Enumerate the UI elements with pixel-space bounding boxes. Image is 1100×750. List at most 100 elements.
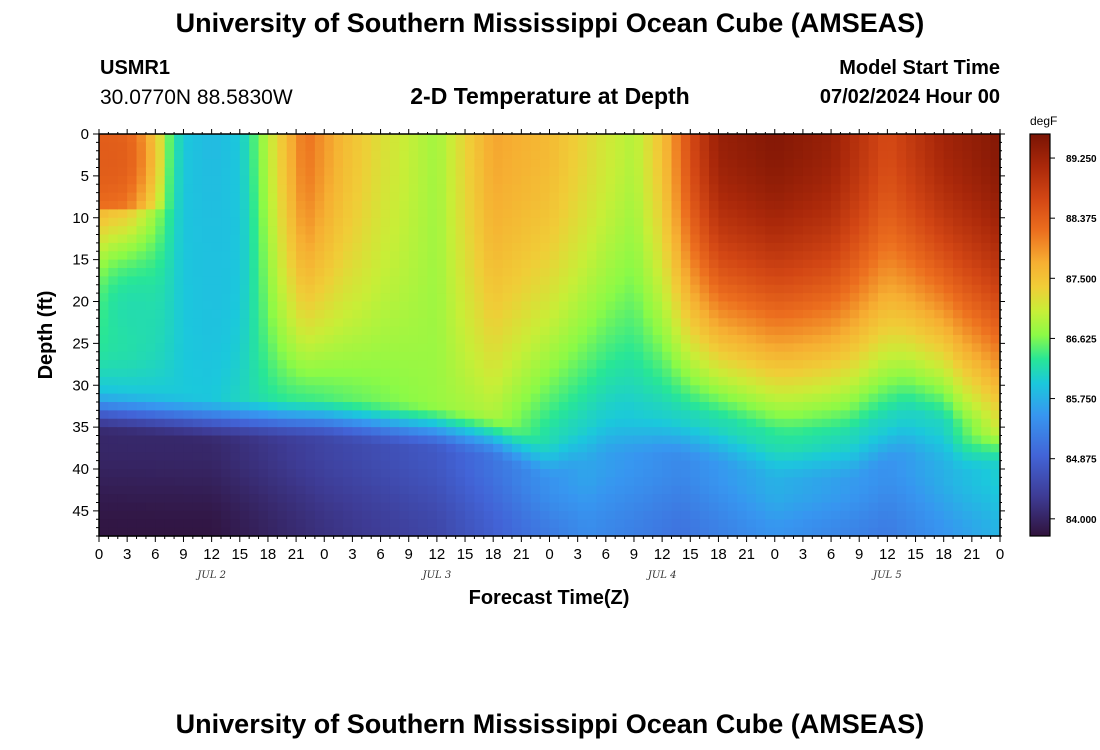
heatmap-cell [971, 226, 982, 236]
heatmap-cell [849, 343, 860, 353]
heatmap-cell [652, 293, 663, 303]
heatmap-cell [624, 234, 635, 244]
heatmap-cell [840, 134, 851, 143]
heatmap-cell [343, 175, 354, 185]
heatmap-cell [192, 142, 203, 152]
heatmap-cell [765, 460, 776, 470]
heatmap-cell [174, 469, 185, 478]
heatmap-cell [990, 326, 1001, 336]
heatmap-cell [267, 418, 278, 428]
heatmap-cell [990, 150, 1001, 160]
heatmap-cell [117, 142, 128, 152]
heatmap-cell [765, 351, 776, 361]
x-tick-label: 18 [710, 546, 727, 563]
heatmap-cell [746, 494, 757, 504]
heatmap-cell [136, 284, 147, 294]
heatmap-cell [389, 385, 400, 395]
heatmap-cell [483, 360, 494, 370]
heatmap-cell [680, 376, 691, 386]
heatmap-cell [267, 142, 278, 152]
heatmap-cell [831, 167, 842, 177]
heatmap-cell [981, 184, 992, 194]
heatmap-cell [314, 150, 325, 160]
heatmap-cell [671, 477, 682, 487]
heatmap-cell [643, 469, 654, 478]
heatmap-cell [343, 452, 354, 462]
heatmap-cell [99, 234, 109, 244]
heatmap-cell [164, 510, 175, 520]
heatmap-cell [821, 485, 832, 495]
heatmap-cell [230, 201, 241, 210]
heatmap-cell [962, 418, 973, 428]
heatmap-cell [943, 402, 954, 411]
heatmap-cell [549, 335, 560, 344]
heatmap-cell [521, 343, 532, 353]
heatmap-cell [558, 393, 569, 403]
heatmap-cell [493, 242, 504, 252]
heatmap-cell [849, 293, 860, 303]
heatmap-cell [324, 376, 335, 386]
heatmap-cell [136, 268, 147, 277]
heatmap-cell [587, 150, 598, 160]
heatmap-cell [662, 226, 673, 236]
heatmap-cell [643, 418, 654, 428]
heatmap-cell [877, 192, 888, 202]
heatmap-cell [249, 410, 260, 420]
heatmap-cell [314, 134, 325, 143]
heatmap-cell [953, 268, 964, 277]
heatmap-cell [727, 309, 738, 319]
heatmap-cell [511, 335, 522, 344]
heatmap-cell [943, 335, 954, 344]
heatmap-cell [774, 251, 785, 261]
heatmap-cell [680, 385, 691, 395]
heatmap-cell [352, 527, 363, 537]
heatmap-cell [164, 410, 175, 420]
heatmap-cell [774, 242, 785, 252]
heatmap-cell [812, 519, 823, 529]
heatmap-cell [896, 376, 907, 386]
heatmap-cell [474, 234, 485, 244]
heatmap-cell [896, 335, 907, 344]
heatmap-cell [239, 368, 250, 378]
heatmap-cell [727, 326, 738, 336]
heatmap-cell [971, 318, 982, 328]
heatmap-cell [521, 360, 532, 370]
heatmap-cell [314, 460, 325, 470]
heatmap-cell [906, 242, 917, 252]
heatmap-cell [605, 326, 616, 336]
heatmap-cell [267, 427, 278, 437]
heatmap-cell [943, 209, 954, 219]
heatmap-cell [718, 494, 729, 504]
heatmap-cell [877, 209, 888, 219]
heatmap-cell [361, 402, 372, 411]
heatmap-cell [812, 309, 823, 319]
heatmap-cell [99, 460, 109, 470]
heatmap-cell [455, 309, 466, 319]
heatmap-cell [446, 234, 457, 244]
heatmap-cell [540, 527, 551, 537]
heatmap-cell [633, 385, 644, 395]
heatmap-cell [511, 226, 522, 236]
heatmap-cell [990, 494, 1001, 504]
heatmap-cell [277, 134, 288, 143]
heatmap-cell [502, 234, 513, 244]
heatmap-cell [267, 150, 278, 160]
heatmap-cell [549, 452, 560, 462]
heatmap-cell [643, 326, 654, 336]
heatmap-cell [812, 293, 823, 303]
heatmap-cell [436, 393, 447, 403]
colorbar-tick-label: 89.250 [1066, 154, 1097, 165]
heatmap-cell [755, 184, 766, 194]
heatmap-cell [615, 485, 626, 495]
heatmap-cell [136, 142, 147, 152]
heatmap-cell [314, 175, 325, 185]
heatmap-cell [418, 410, 429, 420]
heatmap-cell [267, 184, 278, 194]
x-tick-label: 9 [179, 546, 187, 563]
heatmap-cell [221, 226, 231, 236]
heatmap-cell [136, 477, 147, 487]
heatmap-cell [202, 368, 213, 378]
heatmap-cell [99, 477, 109, 487]
heatmap-cell [765, 527, 776, 537]
heatmap-cell [690, 201, 701, 210]
